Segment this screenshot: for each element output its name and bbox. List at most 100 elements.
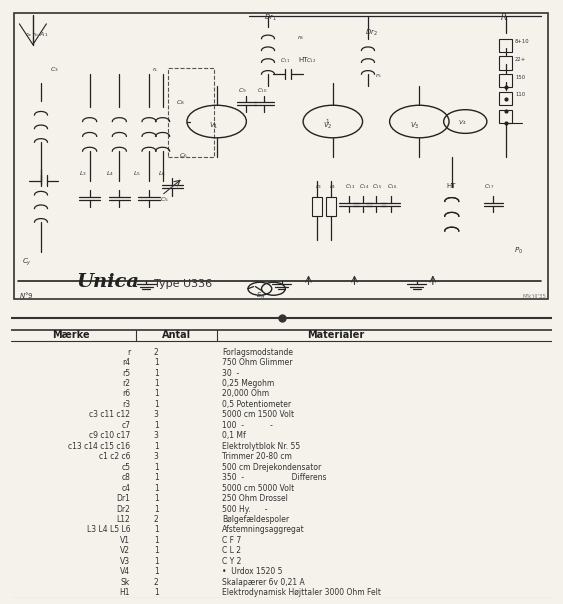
- Text: r5: r5: [122, 368, 130, 378]
- Text: 500 Hy.      -: 500 Hy. -: [222, 504, 267, 513]
- Text: c9 c10 c17: c9 c10 c17: [89, 431, 130, 440]
- Text: 1: 1: [154, 421, 158, 430]
- Text: 3: 3: [154, 410, 159, 419]
- Text: $r_8$: $r_8$: [297, 33, 303, 42]
- Text: 1: 1: [154, 525, 158, 535]
- Text: L12: L12: [117, 515, 130, 524]
- Bar: [499, 110, 512, 123]
- Text: 100  -           -: 100 - -: [222, 421, 273, 430]
- Text: $r_a$ $r_b$ $A_1$: $r_a$ $r_b$ $A_1$: [25, 30, 48, 39]
- Text: 1: 1: [154, 379, 158, 388]
- Bar: [327, 197, 336, 216]
- Text: c7: c7: [121, 421, 130, 430]
- Text: 1: 1: [154, 494, 158, 503]
- Text: $L_4$: $L_4$: [106, 169, 114, 178]
- Text: $r_5$: $r_5$: [375, 71, 382, 80]
- Text: 30  -: 30 -: [222, 368, 239, 378]
- Text: 1: 1: [154, 390, 158, 399]
- Text: 3: 3: [154, 431, 159, 440]
- Bar: [168, 68, 214, 157]
- Text: 1: 1: [154, 547, 158, 556]
- Text: 150: 150: [515, 75, 525, 80]
- Text: 22+: 22+: [515, 57, 526, 62]
- Text: 3: 3: [154, 452, 159, 461]
- Text: $r_3$: $r_3$: [315, 182, 322, 191]
- Text: 2: 2: [154, 515, 158, 524]
- Text: r: r: [127, 348, 130, 356]
- Text: C L 2: C L 2: [222, 547, 241, 556]
- Text: Sk: Sk: [121, 578, 130, 586]
- Text: r2: r2: [122, 379, 130, 388]
- Text: Unica: Unica: [76, 273, 139, 291]
- Text: $r_L$: $r_L$: [152, 65, 159, 74]
- Text: C F 7: C F 7: [222, 536, 242, 545]
- Text: Type U336: Type U336: [154, 279, 213, 289]
- Text: 8+10: 8+10: [515, 39, 530, 44]
- Text: $C_{10}$: $C_{10}$: [257, 86, 268, 95]
- Text: c1 c2 c6: c1 c2 c6: [99, 452, 130, 461]
- Bar: [312, 197, 322, 216]
- Text: Materialer: Materialer: [307, 330, 364, 341]
- Text: $C_{13}$: $C_{13}$: [345, 182, 356, 191]
- Bar: [499, 92, 512, 105]
- Text: $S_A$: $S_A$: [256, 291, 265, 301]
- Text: HT: HT: [299, 57, 309, 63]
- Text: $C_8$: $C_8$: [176, 98, 185, 107]
- Text: V3: V3: [120, 557, 130, 566]
- Text: 2: 2: [154, 348, 158, 356]
- Text: $R$: $R$: [501, 11, 507, 22]
- Text: c8: c8: [121, 473, 130, 482]
- Text: 1: 1: [154, 358, 158, 367]
- Text: c3 c11 c12: c3 c11 c12: [89, 410, 130, 419]
- Text: Elektrolytblok Nr. 55: Elektrolytblok Nr. 55: [222, 442, 300, 451]
- Text: $C_y$: $C_y$: [22, 256, 32, 268]
- Text: 0,1 Mf: 0,1 Mf: [222, 431, 246, 440]
- Text: 1: 1: [154, 484, 158, 493]
- Bar: [499, 56, 512, 69]
- Text: $C_6$: $C_6$: [179, 151, 187, 160]
- Text: Afstemningsaggregat: Afstemningsaggregat: [222, 525, 305, 535]
- Text: 20,000 Ohm: 20,000 Ohm: [222, 390, 269, 399]
- Text: 1: 1: [154, 557, 158, 566]
- Text: $r_4$: $r_4$: [329, 182, 336, 191]
- Text: 1: 1: [154, 473, 158, 482]
- Text: $C_{14}$: $C_{14}$: [359, 182, 369, 191]
- Text: $Dr_2$: $Dr_2$: [365, 28, 378, 38]
- Text: 1: 1: [326, 119, 329, 124]
- Text: 1: 1: [154, 400, 158, 409]
- Text: Trimmer 20-80 cm: Trimmer 20-80 cm: [222, 452, 292, 461]
- Text: r4: r4: [122, 358, 130, 367]
- Text: $Dr_1$: $Dr_1$: [264, 13, 277, 22]
- Text: $C_5$: $C_5$: [160, 196, 169, 204]
- Text: 250 Ohm Drossel: 250 Ohm Drossel: [222, 494, 288, 503]
- Text: $C_9$: $C_9$: [238, 86, 247, 95]
- Text: 0,5 Potentiometer: 0,5 Potentiometer: [222, 400, 291, 409]
- Text: c13 c14 c15 c16: c13 c14 c15 c16: [68, 442, 130, 451]
- Text: $C_{17}$: $C_{17}$: [484, 182, 494, 191]
- Text: Dr1: Dr1: [117, 494, 130, 503]
- Text: 1: 1: [154, 504, 158, 513]
- Text: 2: 2: [154, 578, 158, 586]
- Text: $V_3$: $V_3$: [410, 120, 419, 130]
- Text: •  Urdox 1520 5: • Urdox 1520 5: [222, 567, 283, 576]
- Text: 1: 1: [154, 588, 158, 597]
- Text: 350  -                    Differens: 350 - Differens: [222, 473, 327, 482]
- Text: Mærke: Mærke: [52, 330, 90, 341]
- Text: $C_{12}$: $C_{12}$: [306, 56, 316, 65]
- Bar: [499, 39, 512, 52]
- Text: $C_3$: $C_3$: [50, 65, 59, 74]
- Text: 0,25 Megohm: 0,25 Megohm: [222, 379, 274, 388]
- Text: HT: HT: [446, 183, 456, 189]
- Text: 5000 cm 1500 Volt: 5000 cm 1500 Volt: [222, 410, 294, 419]
- Text: 750 Ohm Glimmer: 750 Ohm Glimmer: [222, 358, 293, 367]
- Text: $V_4$: $V_4$: [458, 118, 467, 127]
- Text: Antal: Antal: [162, 330, 191, 341]
- Text: $C_{11}$: $C_{11}$: [280, 56, 291, 65]
- Text: Skalapærer 6v 0,21 A: Skalapærer 6v 0,21 A: [222, 578, 305, 586]
- Text: L3 L4 L5 L6: L3 L4 L5 L6: [87, 525, 130, 535]
- Text: 1: 1: [154, 442, 158, 451]
- Text: $L_5$: $L_5$: [133, 169, 141, 178]
- Text: c4: c4: [121, 484, 130, 493]
- Text: 5000 cm 5000 Volt: 5000 cm 5000 Volt: [222, 484, 294, 493]
- Text: $L_3$: $L_3$: [79, 169, 87, 178]
